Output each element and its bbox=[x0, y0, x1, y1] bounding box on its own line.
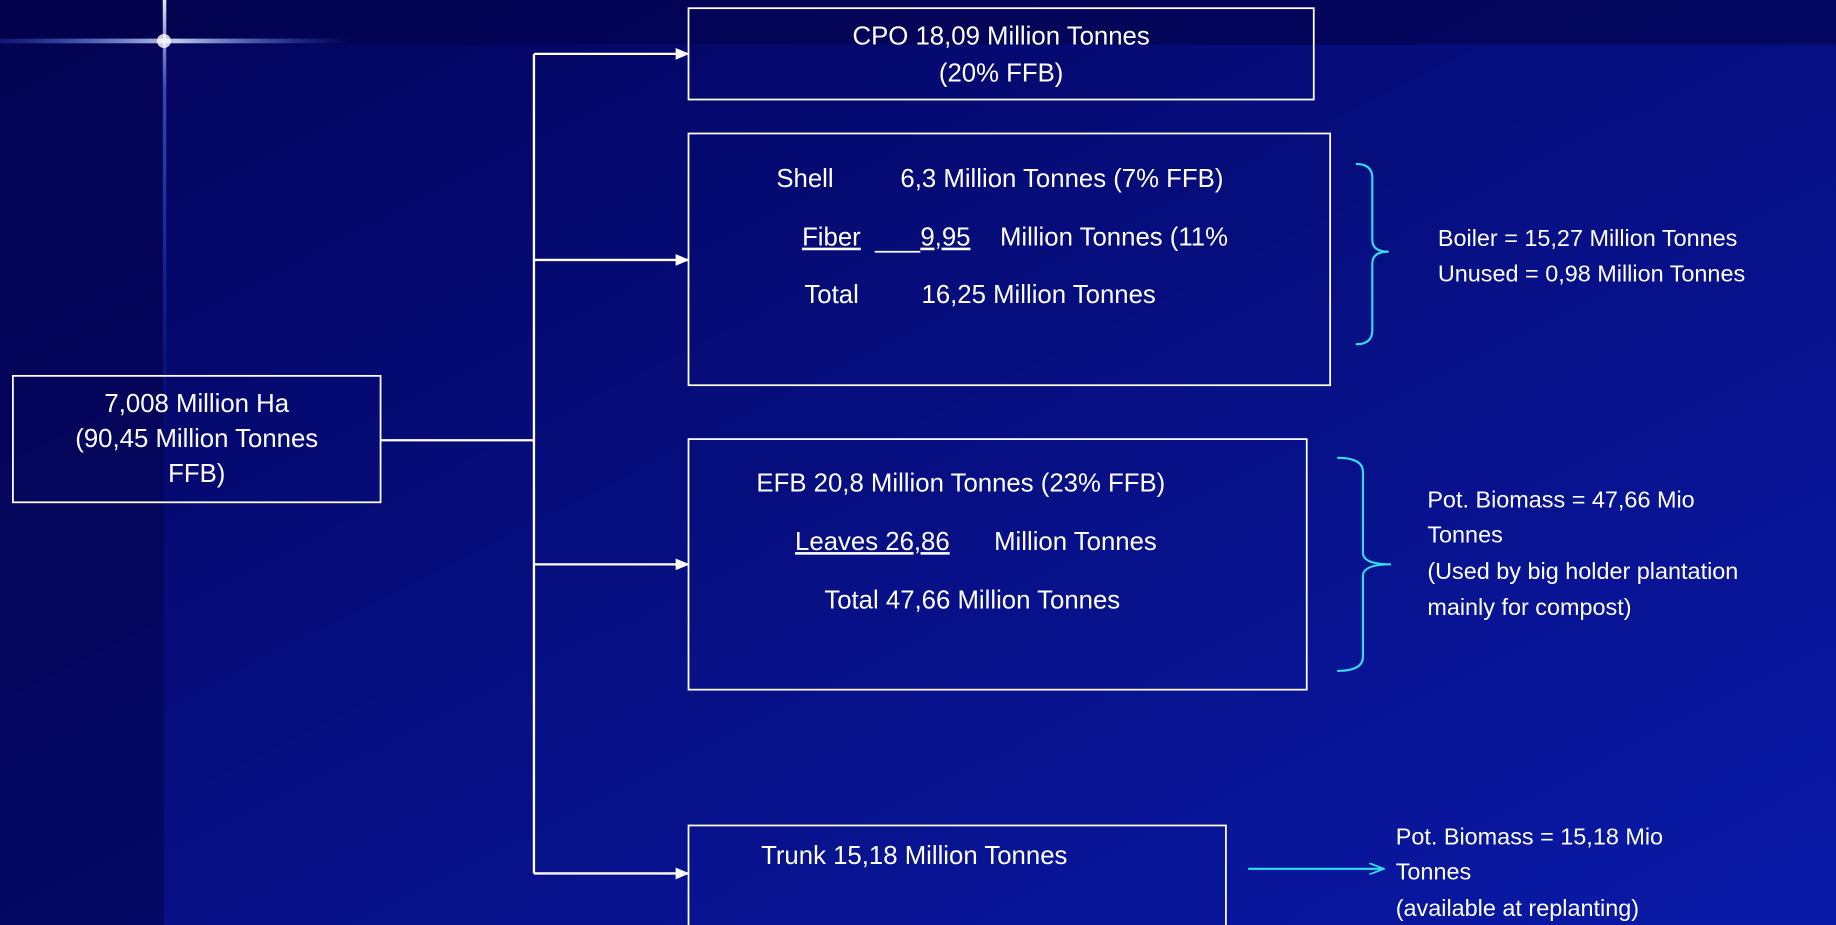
source-line: (90,45 Million Tonnes bbox=[75, 425, 318, 453]
source-box bbox=[12, 374, 382, 504]
field-residue-box bbox=[687, 438, 1308, 691]
total-label: Total bbox=[804, 281, 858, 309]
total-text: 16,25 Million Tonnes bbox=[922, 281, 1156, 309]
flare bbox=[0, 38, 352, 44]
field-total: Total 47,66 Million Tonnes bbox=[824, 587, 1120, 615]
trunk-box bbox=[687, 824, 1227, 925]
cpo-box bbox=[687, 7, 1315, 101]
cpo-line: (20% FFB) bbox=[939, 60, 1063, 88]
leaves-text: Million Tonnes bbox=[994, 528, 1157, 556]
source-line: FFB) bbox=[168, 460, 225, 488]
trunk-note: Tonnes bbox=[1396, 859, 1471, 885]
biomass-note: Pot. Biomass = 47,66 Mio bbox=[1427, 486, 1694, 512]
leaves-text: Leaves 26,86 bbox=[795, 528, 950, 556]
source-line: 7,008 Million Ha bbox=[104, 390, 289, 418]
trunk-note: (available at replanting) bbox=[1396, 895, 1639, 921]
shell-text: 6,3 Million Tonnes (7% FFB) bbox=[900, 165, 1223, 193]
fiber-text: Million Tonnes (11% bbox=[1000, 224, 1228, 252]
biomass-note: mainly for compost) bbox=[1427, 594, 1631, 620]
boiler-note: Boiler = 15,27 Million Tonnes bbox=[1438, 225, 1737, 251]
flare bbox=[162, 0, 167, 445]
biomass-note: (Used by big holder plantation bbox=[1427, 558, 1738, 584]
kernel-residue-box bbox=[687, 132, 1332, 387]
shell-label: Shell bbox=[776, 165, 833, 193]
bracket bbox=[1355, 162, 1389, 346]
cpo-line: CPO 18,09 Million Tonnes bbox=[853, 22, 1150, 50]
boiler-note: Unused = 0,98 Million Tonnes bbox=[1438, 260, 1745, 286]
trunk-note: Pot. Biomass = 15,18 Mio bbox=[1396, 824, 1663, 850]
trunk-text: Trunk 15,18 Million Tonnes bbox=[761, 842, 1067, 870]
fiber-label: Fiber bbox=[802, 224, 861, 252]
flare bbox=[156, 33, 171, 49]
fiber-value: 9,95 bbox=[920, 224, 970, 252]
efb-text: EFB 20,8 Million Tonnes (23% FFB) bbox=[756, 470, 1165, 498]
left-band bbox=[0, 0, 164, 925]
biomass-note: Tonnes bbox=[1427, 521, 1502, 547]
bracket bbox=[1337, 456, 1392, 672]
